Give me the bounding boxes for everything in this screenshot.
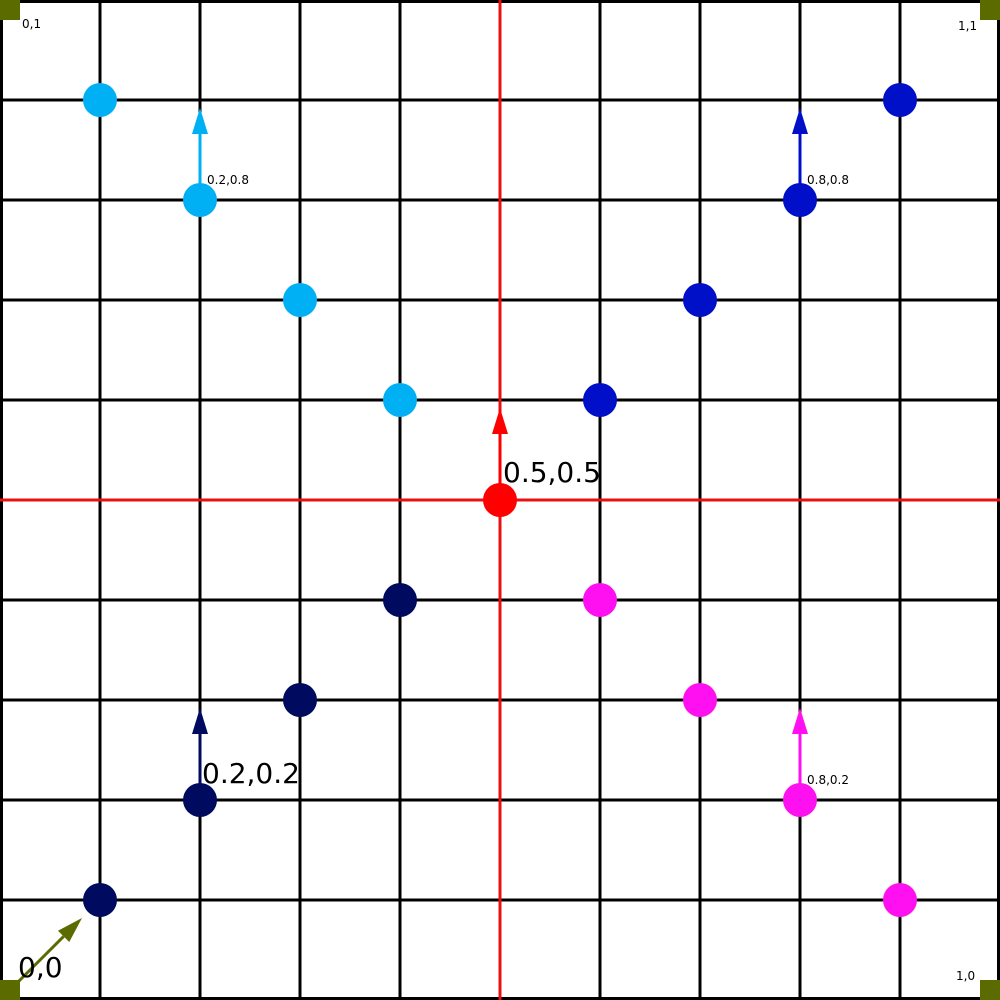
bottom-right-point: [783, 783, 817, 817]
top-left-point: [283, 283, 317, 317]
center-point: [483, 483, 517, 517]
corner-label-top-left: 0,1: [22, 17, 41, 31]
bottom-left-label: 0.2,0.2: [202, 757, 300, 790]
bottom-left-point: [83, 883, 117, 917]
top-right-label: 0.8,0.8: [807, 173, 849, 187]
top-right-point: [583, 383, 617, 417]
top-right-point: [883, 83, 917, 117]
corner-label-bottom-right: 1,0: [956, 969, 975, 983]
bottom-right-point: [883, 883, 917, 917]
label-layer: 0,1 1,1 1,0 0,0 0.2,0.2 0.2,0.8 0.8,0.8 0.8,0.2…: [18, 17, 977, 984]
corner-marker: [980, 980, 1000, 1000]
corner-label-bottom-left: 0,0: [18, 951, 63, 984]
top-left-point: [83, 83, 117, 117]
bottom-right-arrow: [792, 708, 808, 784]
corner-marker: [980, 0, 1000, 20]
center-arrow: [492, 408, 508, 484]
bottom-left-point: [383, 583, 417, 617]
origin-arrow: [12, 918, 82, 988]
bottom-right-point: [683, 683, 717, 717]
arrow-layer: [12, 108, 808, 988]
top-right-point: [783, 183, 817, 217]
point-layer: [83, 83, 917, 917]
bottom-right-label: 0.8,0.2: [807, 773, 849, 787]
bottom-right-point: [583, 583, 617, 617]
bottom-left-point: [183, 783, 217, 817]
corner-label-top-right: 1,1: [958, 19, 977, 33]
bottom-left-arrow: [192, 708, 208, 784]
top-right-point: [683, 283, 717, 317]
top-left-label: 0.2,0.8: [207, 173, 249, 187]
top-left-arrow: [192, 108, 208, 184]
top-right-arrow: [792, 108, 808, 184]
top-left-point: [383, 383, 417, 417]
corner-marker: [0, 0, 20, 20]
center-label: 0.5,0.5: [503, 456, 601, 489]
top-left-point: [183, 183, 217, 217]
bottom-left-point: [283, 683, 317, 717]
